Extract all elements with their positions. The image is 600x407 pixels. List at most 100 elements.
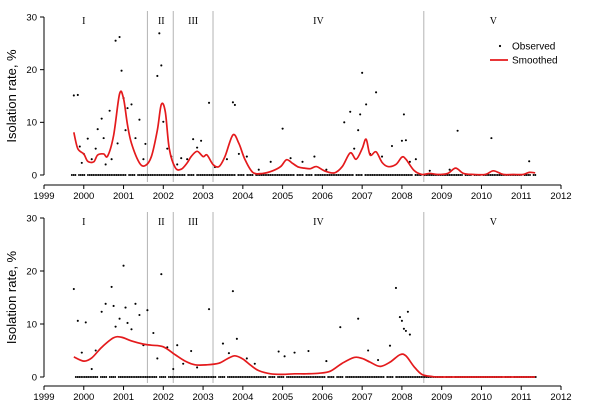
phase-label: I	[82, 217, 85, 228]
observed-point	[382, 376, 385, 378]
x-tick: 2011	[511, 386, 531, 403]
observed-point	[234, 376, 237, 378]
observed-point	[227, 352, 230, 355]
observed-point	[404, 139, 407, 142]
observed-point	[103, 376, 106, 378]
smoothed-line	[73, 335, 536, 378]
phase-label: II	[158, 16, 165, 27]
observed-point	[251, 174, 254, 176]
observed-point	[294, 376, 297, 378]
phase-label: III	[188, 16, 198, 27]
observed-point	[124, 129, 127, 132]
observed-point	[305, 376, 308, 378]
observed-point	[192, 174, 195, 176]
observed-point	[309, 376, 312, 378]
observed-point	[365, 103, 368, 106]
observed-point	[79, 174, 82, 176]
observed-point	[171, 174, 174, 176]
observed-point	[99, 174, 102, 176]
x-tick: 2009	[431, 386, 452, 403]
observed-point	[387, 174, 390, 176]
y-tick-label: 30	[26, 213, 37, 224]
x-tick: 2008	[391, 185, 412, 202]
observed-point	[176, 344, 179, 347]
observed-point	[133, 376, 136, 378]
observed-point	[123, 376, 126, 378]
observed-point	[269, 376, 272, 378]
observed-point	[386, 376, 389, 378]
observed-point	[446, 174, 449, 176]
observed-point	[352, 376, 355, 378]
y-tick: 10	[26, 118, 44, 129]
observed-point	[190, 174, 193, 176]
observed-point	[139, 376, 142, 378]
observed-point	[237, 152, 240, 155]
observed-point	[230, 376, 233, 378]
observed-point	[395, 376, 398, 378]
observed-point	[131, 174, 134, 176]
observed-point	[142, 158, 145, 161]
observed-point	[389, 376, 392, 378]
observed-point	[221, 376, 224, 378]
observed-point	[273, 174, 276, 176]
observed-point	[218, 376, 220, 378]
observed-point	[326, 174, 329, 176]
observed-point	[402, 327, 405, 330]
x-tick-label: 2008	[391, 191, 412, 202]
observed-point	[293, 351, 296, 354]
x-tick-label: 2003	[193, 191, 214, 202]
observed-point	[361, 376, 364, 378]
observed-point	[90, 376, 93, 378]
observed-point	[487, 174, 490, 176]
observed-point	[151, 174, 154, 176]
observed-point	[121, 376, 124, 378]
observed-point	[116, 142, 119, 145]
observed-point	[138, 313, 141, 317]
observed-point	[160, 273, 163, 276]
observed-point	[206, 174, 209, 176]
y-tick: 30	[26, 12, 44, 23]
observed-point	[282, 376, 285, 378]
observed-point	[323, 376, 326, 378]
observed-point	[355, 376, 358, 378]
observed-point	[361, 71, 364, 74]
observed-point	[298, 174, 301, 176]
observed-point	[493, 174, 496, 176]
observed-point	[422, 376, 424, 378]
observed-point	[158, 32, 161, 35]
observed-point	[532, 174, 535, 176]
observed-point	[239, 376, 242, 378]
observed-point	[345, 376, 347, 378]
observed-point	[231, 290, 234, 293]
observed-point	[172, 368, 175, 371]
x-tick: 2003	[193, 386, 214, 403]
observed-point	[271, 174, 274, 176]
observed-point	[104, 302, 107, 305]
x-tick-label: 2007	[352, 392, 373, 403]
x-tick-label: 2004	[232, 191, 253, 202]
observed-point	[185, 376, 188, 378]
observed-point	[278, 174, 281, 176]
observed-point	[302, 376, 305, 378]
observed-point	[192, 138, 195, 141]
observed-point	[423, 376, 426, 378]
observed-point	[341, 174, 344, 176]
observed-point	[124, 376, 127, 378]
observed-point	[141, 376, 143, 378]
observed-point	[84, 321, 87, 324]
observed-point	[183, 174, 186, 176]
observed-point	[172, 174, 175, 176]
observed-point	[277, 350, 280, 353]
observed-point	[336, 376, 339, 378]
observed-point	[167, 376, 170, 378]
panel-top: 0 10 20 30 1999 2000 2001 2002 2003 2004 2005 2006 2…	[4, 11, 572, 202]
observed-point	[410, 174, 413, 176]
x-tick-label: 2010	[471, 191, 492, 202]
observed-point	[359, 174, 361, 176]
observed-point	[133, 174, 136, 176]
observed-point	[182, 362, 185, 365]
observed-point	[409, 174, 412, 176]
phase-label: V	[490, 217, 498, 228]
observed-point	[164, 376, 167, 378]
observed-point	[308, 174, 311, 176]
